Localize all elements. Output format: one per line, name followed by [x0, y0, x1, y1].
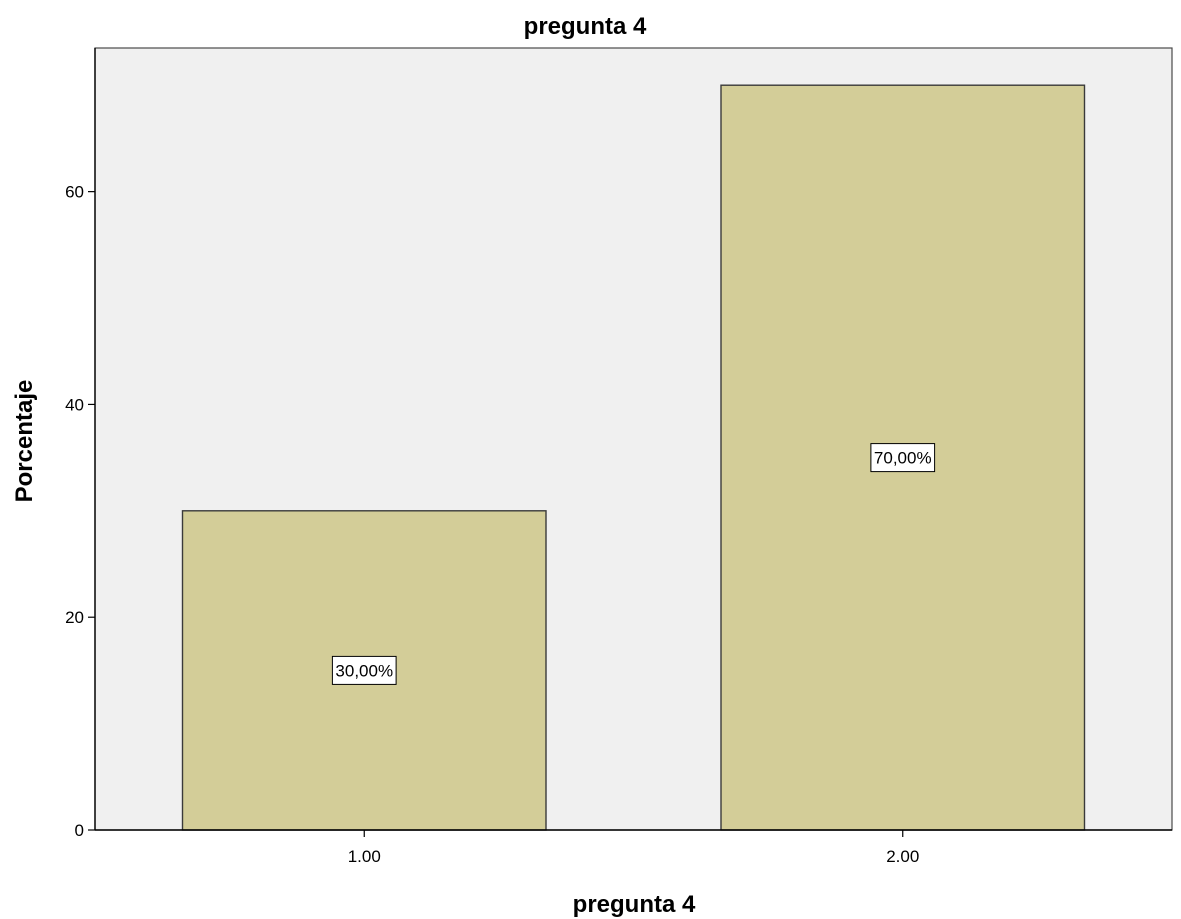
data-labels-layer: 30,00% 70,00%: [331, 443, 936, 685]
y-tick-label: 20: [65, 608, 84, 627]
data-label-box: [870, 443, 936, 473]
x-tick-label: 1.00: [348, 847, 381, 866]
axes-layer: 1.00 2.00 0 20 40 60: [65, 48, 1172, 866]
y-tick-label: 40: [65, 395, 84, 414]
data-label-box: [331, 655, 397, 685]
chart-title: pregunta 4: [524, 13, 647, 40]
x-tick-label: 2.00: [886, 847, 919, 866]
x-axis-title: pregunta 4: [573, 891, 696, 918]
y-tick-label: 60: [65, 183, 84, 202]
y-tick-label: 0: [75, 821, 84, 840]
data-label-text: 30,00%: [335, 661, 393, 680]
y-axis-title: Porcentaje: [11, 380, 38, 503]
data-label: 30,00%: [331, 655, 397, 685]
data-label-text: 70,00%: [874, 449, 932, 468]
data-label: 70,00%: [870, 443, 936, 473]
